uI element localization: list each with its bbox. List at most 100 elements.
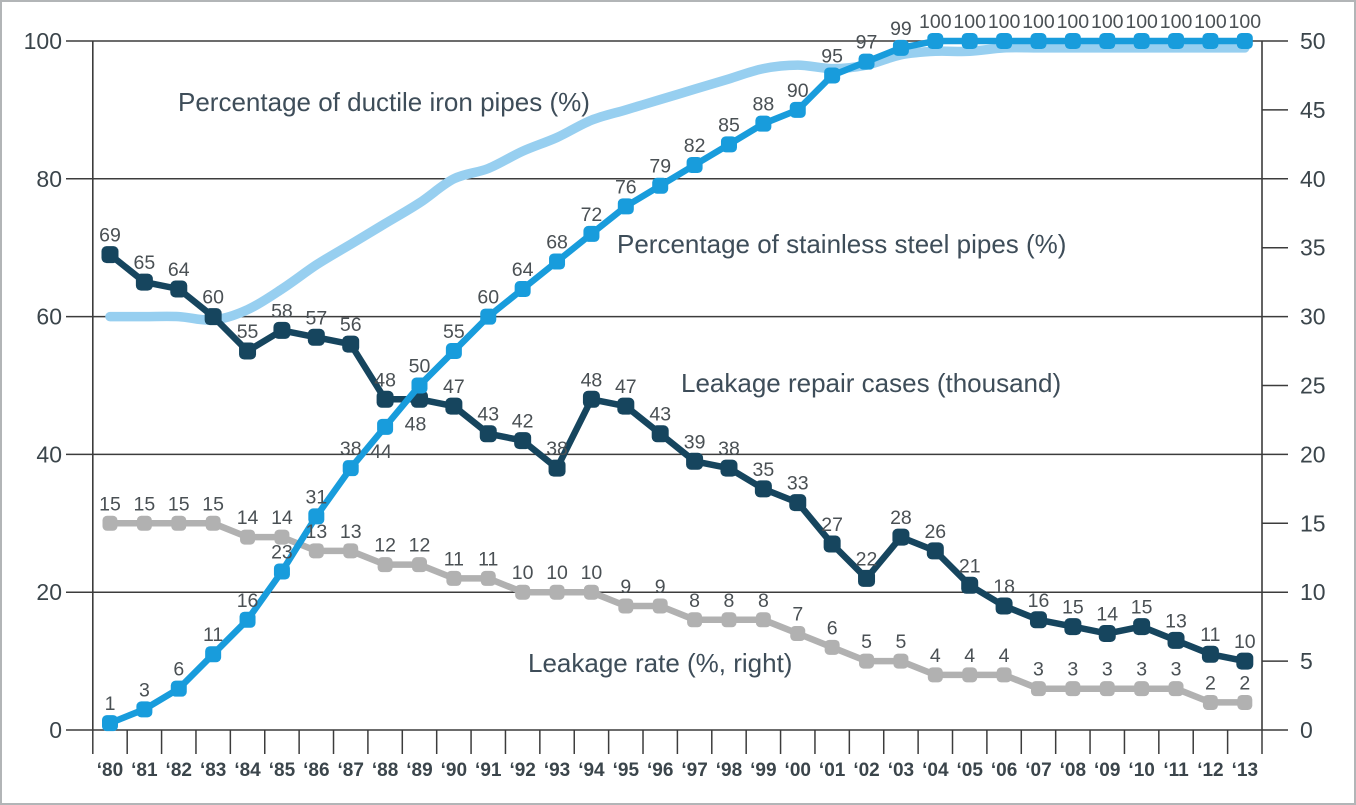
series-leakage-value-label: 14 [271, 507, 293, 529]
series-repair-marker [376, 390, 394, 408]
series-leakage-marker [136, 515, 152, 531]
series-stainless-value-label: 100 [1194, 11, 1227, 33]
series-leakage-marker [480, 570, 496, 586]
series-repair-marker [479, 425, 497, 443]
series-stainless-marker [720, 136, 737, 153]
series-repair-value-label: 33 [787, 473, 809, 495]
series-leakage-marker [996, 667, 1012, 683]
x-axis-label: ‘87 [338, 760, 364, 781]
series-leakage-value-label: 2 [1205, 672, 1216, 694]
series-stainless-path [106, 37, 1249, 727]
series-leakage-marker [102, 515, 118, 531]
series-repair-marker [651, 425, 669, 443]
series-leakage-marker [171, 515, 187, 531]
series-repair-value-label: 65 [134, 252, 156, 274]
series-stainless-marker [411, 377, 428, 394]
series-stainless-value-label: 64 [512, 259, 534, 281]
series-leakage-marker [859, 653, 875, 669]
series-repair-marker [617, 397, 635, 415]
series-repair-marker [239, 342, 257, 360]
x-axis-label: ‘82 [166, 760, 192, 781]
x-axis-label: ‘04 [922, 760, 949, 781]
series-leakage-marker [652, 598, 668, 614]
annotation-leakage: Leakage rate (%, right) [528, 648, 792, 678]
series-leakage-value-label: 15 [99, 493, 121, 515]
left-axis-tick-label: 40 [36, 441, 62, 467]
series-leakage-marker [377, 557, 393, 573]
series-stainless-value-label: 55 [443, 321, 465, 343]
left-axis-tick-label: 0 [49, 717, 62, 743]
series-leakage-value-label: 10 [512, 562, 534, 584]
series-leakage-value-label: 14 [237, 507, 259, 529]
series-ductile-line [105, 42, 1250, 325]
series-repair-value-label: 14 [1096, 604, 1118, 626]
annotation-stainless: Percentage of stainless steel pipes (%) [617, 229, 1066, 259]
annotation-ductile: Percentage of ductile iron pipes (%) [178, 87, 590, 117]
series-leakage-marker [1099, 681, 1115, 697]
series-leakage-value-label: 11 [478, 548, 498, 570]
series-leakage-markers [102, 515, 1253, 710]
series-stainless-value-label: 88 [753, 94, 775, 116]
x-axis-label: ‘07 [1025, 760, 1051, 781]
series-repair-value-label: 43 [477, 404, 499, 426]
series-repair-marker [1133, 618, 1151, 636]
series-leakage-marker [1065, 681, 1081, 697]
series-repair-value-label: 64 [168, 259, 190, 281]
series-stainless-marker [858, 53, 875, 70]
x-axis-label: ‘01 [819, 760, 846, 781]
series-leakage-marker [205, 515, 221, 531]
series-stainless-marker [1099, 33, 1116, 49]
x-axis-label: ‘11 [1163, 760, 1189, 781]
series-stainless-value-label: 99 [890, 18, 912, 40]
series-repair-value-label: 15 [1131, 597, 1153, 619]
series-leakage-marker [618, 598, 634, 614]
series-repair-value-label: 58 [271, 300, 293, 322]
series-stainless-marker [136, 701, 153, 718]
series-repair-marker [926, 542, 944, 560]
series-stainless-value-label: 16 [237, 590, 259, 612]
series-repair-marker [1098, 625, 1116, 643]
x-axis-label: ‘00 [785, 760, 811, 781]
series-repair-marker [961, 576, 979, 594]
series-stainless-value-label: 11 [203, 624, 223, 646]
series-repair-marker [995, 597, 1013, 615]
series-stainless-value-label: 100 [1022, 11, 1055, 33]
series-stainless-value-label: 3 [139, 679, 150, 701]
series-repair-value-label: 35 [753, 459, 775, 481]
series-stainless-marker [996, 33, 1013, 49]
series-stainless-value-label: 76 [615, 176, 637, 198]
series-leakage-marker [1134, 681, 1150, 697]
series-leakage-marker [308, 543, 324, 559]
series-leakage-value-label: 15 [202, 493, 224, 515]
series-leakage-marker [446, 570, 462, 586]
series-leakage-marker [790, 626, 806, 642]
series-stainless-marker [273, 563, 290, 580]
series-leakage-marker [411, 557, 427, 573]
right-axis-tick-label: 5 [1300, 648, 1313, 674]
series-repair-marker [720, 459, 738, 477]
x-axis-label: ‘10 [1128, 760, 1154, 781]
series-repair-value-label: 56 [340, 314, 362, 336]
x-axis-labels: ‘80 ‘81 ‘82 ‘83 ‘84 ‘85 ‘86 ‘87 ‘88 ‘89 ‘90 ‘91 ‘92 ‘… [97, 760, 1258, 781]
series-leakage-value-label: 5 [895, 631, 906, 653]
series-repair-value-label: 27 [821, 514, 843, 536]
x-axis-label: ‘91 [475, 760, 502, 781]
series-leakage-value-label: 3 [1033, 659, 1044, 681]
series-stainless-value-label: 100 [1125, 11, 1158, 33]
series-leakage-value-label: 13 [340, 521, 362, 543]
left-axis-tick-label: 20 [36, 579, 62, 605]
series-stainless-value-label: 100 [1160, 11, 1193, 33]
series-repair-marker [273, 321, 291, 339]
series-leakage-marker [583, 584, 599, 600]
series-repair-marker [101, 246, 119, 264]
x-axis-label: ‘92 [509, 760, 535, 781]
series-leakage-marker [721, 612, 737, 628]
series-repair-marker [204, 308, 222, 326]
series-leakage-marker [1202, 694, 1218, 710]
series-leakage-value-label: 4 [930, 645, 941, 667]
right-axis-tick-label: 15 [1300, 510, 1326, 536]
series-stainless-marker [1133, 33, 1150, 49]
x-axis-label: ‘99 [750, 760, 776, 781]
